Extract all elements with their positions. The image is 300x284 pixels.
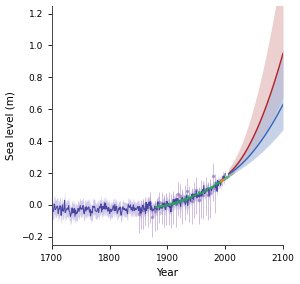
Y-axis label: Sea level (m): Sea level (m) [6,91,16,160]
X-axis label: Year: Year [156,268,178,278]
